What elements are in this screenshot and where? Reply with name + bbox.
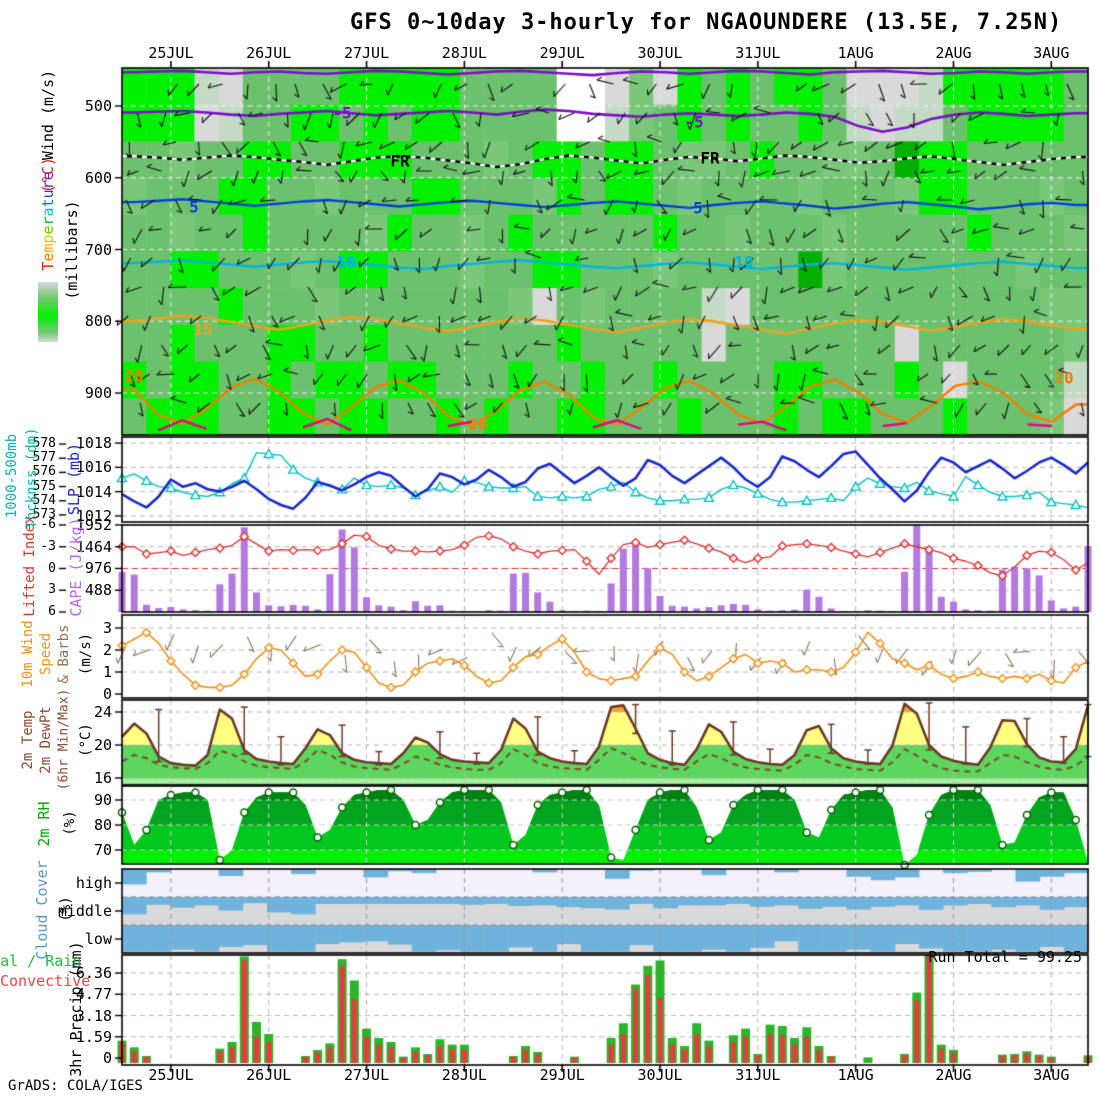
contour-label: 10 [336, 252, 356, 272]
contour-label: 20 [468, 414, 488, 434]
pressure-tick: 600 [84, 168, 112, 187]
date-label: 30JUL [637, 1066, 683, 1084]
thickness-label-1: 1000-500mb [4, 433, 20, 519]
rh-tick: 90 [93, 791, 112, 809]
slp-tick: 1014 [75, 482, 112, 501]
page-title: GFS 0~10day 3-hourly for NGAOUNDERE (13.… [350, 10, 1063, 35]
temperature-letter: r [39, 180, 57, 190]
precip-tick: 1.59 [75, 1027, 112, 1046]
date-label: 26JUL [246, 1066, 292, 1084]
pressure-tick: 800 [84, 312, 112, 331]
date-label: 31JUL [735, 44, 781, 62]
cloud-row-label: high [75, 874, 112, 892]
cape-tick: 976 [84, 559, 112, 578]
wind-tick: 1 [102, 663, 112, 681]
thickness-tick: 578 [32, 436, 56, 452]
li-tick: 3 [48, 582, 56, 598]
date-label: 2AUG [935, 1066, 972, 1084]
wind-tick: 3 [102, 619, 112, 637]
date-label: 1AUG [837, 44, 874, 62]
slp-tick: 1012 [75, 506, 112, 525]
rh-legend-swatch [38, 282, 58, 342]
rh-tick: 70 [93, 841, 112, 859]
date-label: 25JUL [148, 44, 194, 62]
thickness-tick: 576 [32, 464, 56, 480]
precip-tick: 0 [102, 1049, 112, 1067]
slp-tick: 1016 [75, 458, 112, 477]
date-label: 30JUL [637, 44, 683, 62]
date-label: 2AUG [935, 44, 972, 62]
thickness-tick: 577 [32, 450, 56, 466]
date-label: 29JUL [539, 1066, 585, 1084]
contour-label: FR [700, 148, 720, 168]
cape-tick: 1464 [75, 537, 112, 556]
precip-tick: 6.36 [75, 964, 112, 983]
contour-label: 20 [1054, 368, 1074, 388]
contour-label: 15 [193, 319, 213, 339]
contour-label: -5 [332, 103, 352, 123]
run-total: Run Total = 99.25 [928, 948, 1082, 966]
pressure-tick: 700 [84, 240, 112, 259]
contour-label: 5 [693, 198, 703, 218]
temp-tick: 20 [93, 736, 112, 754]
contour-label: 5 [189, 197, 199, 217]
pressure-tick: 900 [84, 384, 112, 402]
temp-tick: 24 [93, 703, 112, 721]
date-label: 3AUG [1033, 1066, 1070, 1084]
cloud-row-label: low [84, 930, 112, 948]
contour-label: -5 [684, 112, 704, 132]
contour-label: 10 [734, 252, 754, 272]
date-label: 29JUL [539, 44, 585, 62]
thickness-tick: 575 [32, 478, 56, 494]
date-label: 27JUL [343, 1066, 390, 1084]
millibars-label: (millibars) [63, 200, 81, 300]
precip-rot-label: 3hr Precip (mm) [67, 941, 85, 1077]
precip-legend-total: Total / Rain [0, 952, 82, 970]
slp-tick: 1018 [75, 434, 112, 453]
date-label: 1AUG [837, 1066, 874, 1084]
date-label: 25JUL [148, 1066, 194, 1084]
rh-tick: 80 [93, 816, 112, 834]
date-label: 3AUG [1033, 44, 1070, 62]
li-tick: -3 [40, 538, 56, 554]
cape-tick: 488 [84, 581, 112, 600]
contour-label: 20 [124, 366, 144, 386]
precip-legend-convective: Convective [0, 972, 91, 990]
cape-tick: 1952 [75, 515, 112, 534]
pressure-tick: 500 [84, 97, 112, 115]
thickness-tick: 573 [32, 506, 56, 522]
wind-tick: 2 [102, 641, 112, 659]
date-label: 28JUL [441, 1066, 487, 1084]
wind-tick: 0 [102, 685, 112, 703]
precip-tick: 3.18 [75, 1006, 112, 1025]
temperature-letter: u [39, 189, 57, 199]
temp2m-label-4: (°C) [78, 723, 94, 757]
li-tick: 0 [48, 560, 56, 576]
temp-tick: 16 [93, 769, 112, 787]
date-label: 26JUL [246, 44, 292, 62]
precip-tick: 4.77 [75, 985, 112, 1004]
grads-credit: GrADS: COLA/IGES [8, 1078, 143, 1094]
date-label: 27JUL [343, 44, 390, 62]
thickness-tick: 574 [32, 492, 56, 508]
temperature-letter: e [39, 171, 57, 181]
date-label: 31JUL [735, 1066, 781, 1084]
contour-label: FR [390, 151, 410, 171]
li-tick: -6 [40, 517, 56, 532]
cloud-row-label: middle [57, 902, 112, 920]
date-label: 28JUL [441, 44, 487, 62]
li-tick: 6 [48, 604, 56, 619]
